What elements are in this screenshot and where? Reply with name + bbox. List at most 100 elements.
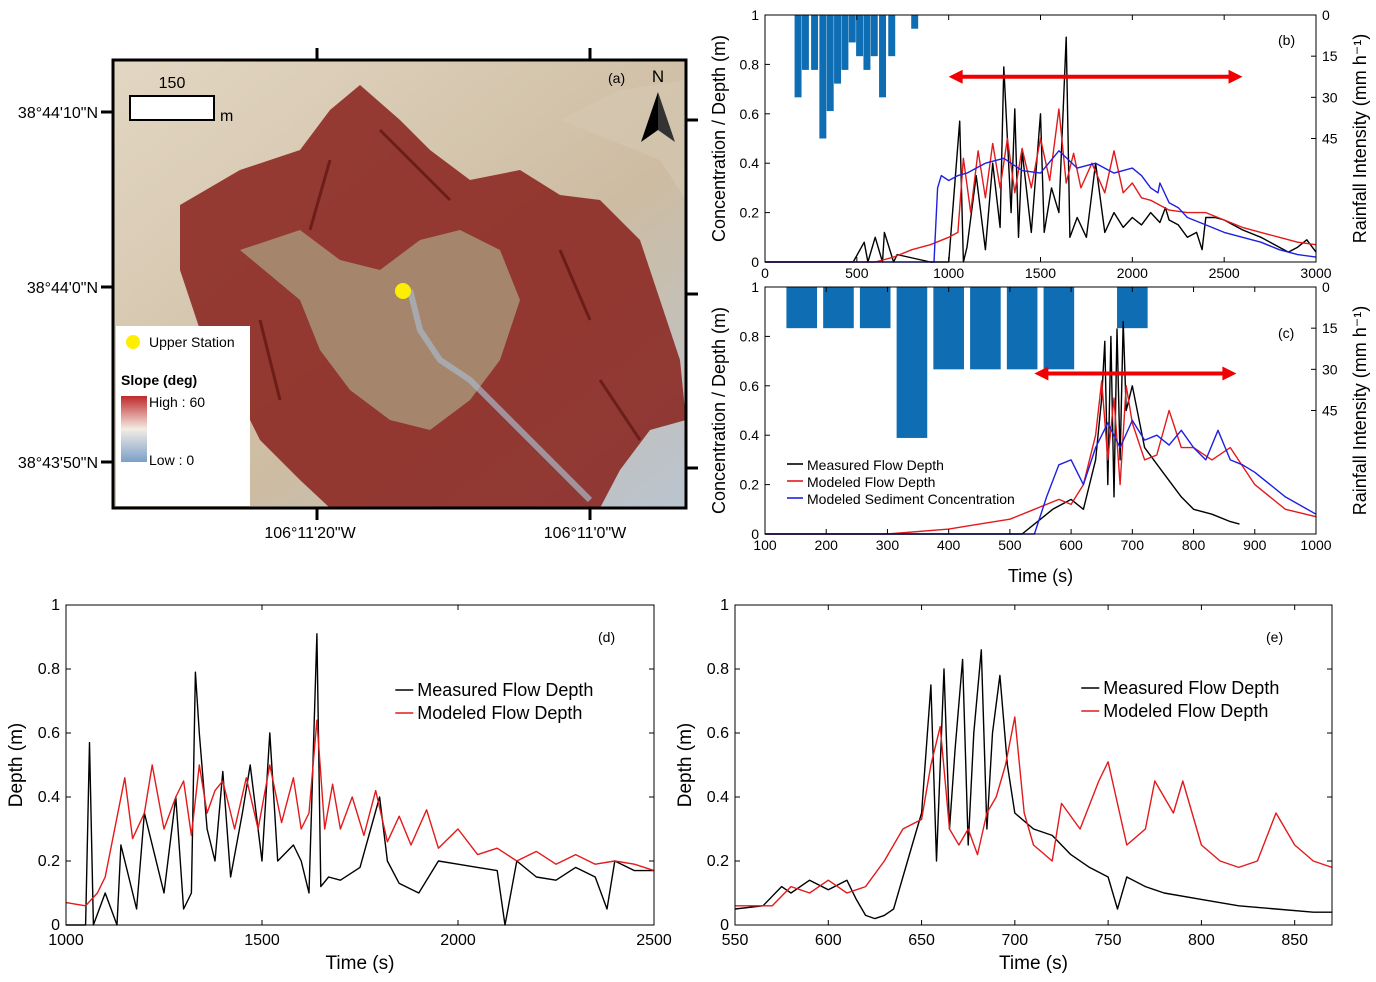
x-tick-label: 850 — [1281, 932, 1308, 949]
y-tick-label: 0.4 — [38, 789, 60, 806]
x-tick-label: 400 — [937, 537, 961, 553]
x-tick-label: 500 — [845, 265, 869, 281]
arrow-head-right — [1228, 69, 1243, 84]
rainfall-bar — [888, 15, 896, 57]
rainfall-bar — [848, 15, 856, 43]
x-tick-label: 600 — [815, 932, 842, 949]
series-line — [765, 108, 1317, 263]
x-tick-label: 300 — [876, 537, 900, 553]
y-tick-label: 1 — [751, 7, 759, 23]
y-tick-label: 0.2 — [740, 477, 760, 493]
y-tick-label: 0 — [720, 917, 729, 934]
y2-tick-label: 0 — [1322, 279, 1330, 295]
x-tick-label: 900 — [1243, 537, 1267, 553]
y-tick-label: 1 — [720, 597, 729, 614]
x-tick-label: 2500 — [636, 932, 672, 949]
rainfall-bar — [879, 15, 887, 98]
chart-panel-e: 550 600 650 700 750 800 850 0 0.2 0.4 0.6 0.8 1 Time … — [675, 597, 1333, 974]
y-tick-label: 1 — [751, 279, 759, 295]
map-legend: Upper Station Slope (deg) High : 60 Low … — [116, 326, 250, 506]
y-axis-label: Concentration / Depth (m) — [709, 307, 729, 514]
y-tick-label: 0 — [751, 254, 759, 270]
arrow-head-left — [1034, 366, 1049, 381]
map-terrain — [113, 60, 686, 508]
scale-unit: m — [220, 108, 233, 125]
rainfall-bar — [811, 15, 819, 70]
y-tick-label: 0 — [51, 917, 60, 934]
y-tick-label: 0.8 — [740, 56, 760, 72]
plot-frame — [764, 286, 1317, 535]
x-tick-label: 1000 — [933, 265, 964, 281]
plot-frame — [65, 604, 655, 926]
y-tick-label: 0.4 — [707, 789, 729, 806]
x-tick-label: 1500 — [1025, 265, 1056, 281]
chart-panel-d: 1000 1500 2000 2500 0 0.2 0.4 0.6 0.8 1 Time (s) De… — [6, 597, 672, 974]
y-tick-label: 0.4 — [740, 155, 760, 171]
y-axis-label: Depth (m) — [6, 723, 27, 807]
series-line — [65, 719, 655, 907]
x-tick-label: 0 — [761, 265, 769, 281]
y-tick-label: 0.2 — [38, 853, 60, 870]
rainfall-bar — [970, 287, 1001, 370]
rainfall-bar — [870, 15, 878, 57]
legend-station-icon — [126, 335, 140, 349]
series-line — [765, 150, 1317, 263]
legend-label: Measured Flow Depth — [417, 680, 593, 700]
x-tick-label: 200 — [815, 537, 839, 553]
rainfall-bar — [896, 287, 928, 438]
arrow-head-right — [1222, 366, 1237, 381]
lat-tick-label: 38°44'10"N — [18, 105, 98, 122]
lat-tick-label: 38°44'0"N — [27, 280, 98, 297]
y-axis-label: Depth (m) — [675, 723, 696, 807]
x-tick-label: 800 — [1182, 537, 1206, 553]
y-axis-label: Concentration / Depth (m) — [709, 35, 729, 242]
rainfall-bar — [933, 287, 964, 370]
x-tick-label: 700 — [1001, 932, 1028, 949]
lon-tick-label: 106°11'0"W — [544, 525, 627, 542]
series-line — [765, 419, 1317, 535]
panel-label-e: (e) — [1266, 629, 1283, 645]
panel-label-d: (d) — [598, 629, 615, 645]
rainfall-bar — [834, 15, 842, 84]
upper-station-marker — [395, 283, 411, 299]
x-tick-label: 100 — [753, 537, 777, 553]
y-tick-label: 0.6 — [740, 378, 760, 394]
rainfall-bar — [859, 287, 891, 329]
x-tick-label: 1000 — [48, 932, 84, 949]
rainfall-bar — [786, 287, 818, 329]
legend-label: Modeled Flow Depth — [807, 474, 935, 490]
x-axis-label: Time (s) — [999, 953, 1068, 974]
y2-tick-label: 30 — [1322, 89, 1338, 105]
y-tick-label: 0.2 — [740, 205, 760, 221]
plot-frame — [734, 604, 1333, 926]
y2-tick-label: 0 — [1322, 7, 1330, 23]
panel-label-c: (c) — [1278, 325, 1294, 341]
series-line — [734, 649, 1332, 920]
map-frame — [111, 58, 688, 510]
y-tick-label: 0.6 — [707, 725, 729, 742]
legend-station-label: Upper Station — [149, 334, 235, 350]
y2-tick-label: 30 — [1322, 361, 1338, 377]
x-axis-label: Time (s) — [326, 953, 395, 974]
x-tick-label: 700 — [1121, 537, 1145, 553]
slope-colorbar — [121, 396, 147, 462]
north-arrow-icon — [641, 92, 675, 142]
legend-slope-title: Slope (deg) — [121, 372, 197, 388]
arrow-head-left — [948, 69, 963, 84]
y-tick-label: 1 — [51, 597, 60, 614]
gentle-slope-region — [240, 230, 520, 430]
rainfall-bar — [856, 15, 864, 57]
rainfall-bar — [841, 15, 849, 70]
rainfall-bar — [826, 15, 834, 112]
y-tick-label: 0.6 — [38, 725, 60, 742]
x-tick-label: 1500 — [244, 932, 280, 949]
legend-label: Measured Flow Depth — [807, 457, 944, 473]
x-tick-label: 800 — [1188, 932, 1215, 949]
map-panel: 38°44'10"N 38°44'0"N 38°43'50"N 106°11'2… — [18, 48, 698, 542]
y-tick-label: 0.8 — [38, 661, 60, 678]
series-line — [735, 716, 1333, 907]
rainfall-bar — [863, 15, 871, 70]
rainfall-bar — [1006, 287, 1038, 370]
rainfall-bar — [823, 287, 854, 329]
